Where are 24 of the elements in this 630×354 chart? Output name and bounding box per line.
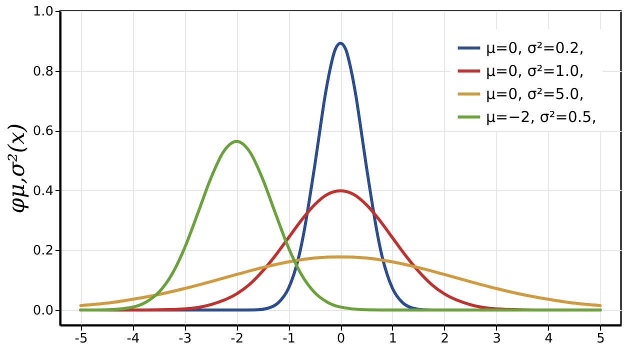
y-tick-label: 0.6 bbox=[32, 124, 54, 140]
x-tick-label: 4 bbox=[544, 332, 553, 346]
x-tick-label: -2 bbox=[230, 332, 244, 346]
y-tick-label: 0.8 bbox=[32, 64, 54, 80]
y-axis-title: φμ,σ²(x) bbox=[4, 123, 30, 214]
legend-label: μ=0, σ²=1.0, bbox=[486, 62, 584, 80]
x-tick-label: -1 bbox=[282, 332, 296, 346]
y-tick-label: 0.4 bbox=[32, 184, 54, 199]
legend-label: μ=−2, σ²=0.5, bbox=[486, 108, 596, 126]
x-tick-label: -3 bbox=[178, 332, 192, 346]
x-tick-label: 0 bbox=[336, 332, 346, 346]
y-tick-label: 0.2 bbox=[32, 244, 54, 259]
legend-label: μ=0, σ²=0.2, bbox=[486, 39, 584, 57]
y-tick-label: 0.0 bbox=[32, 304, 54, 319]
x-tick-label: 5 bbox=[596, 332, 605, 346]
x-tick-label: 1 bbox=[388, 332, 398, 346]
x-tick-label: 2 bbox=[440, 332, 450, 346]
legend-label: μ=0, σ²=5.0, bbox=[486, 85, 584, 103]
x-tick-label: 3 bbox=[492, 332, 501, 346]
x-tick-label: -5 bbox=[74, 332, 88, 346]
x-tick-label: -4 bbox=[126, 332, 140, 346]
line-series bbox=[79, 140, 602, 312]
line-series bbox=[79, 255, 602, 308]
y-tick-label: 1.0 bbox=[32, 4, 54, 20]
